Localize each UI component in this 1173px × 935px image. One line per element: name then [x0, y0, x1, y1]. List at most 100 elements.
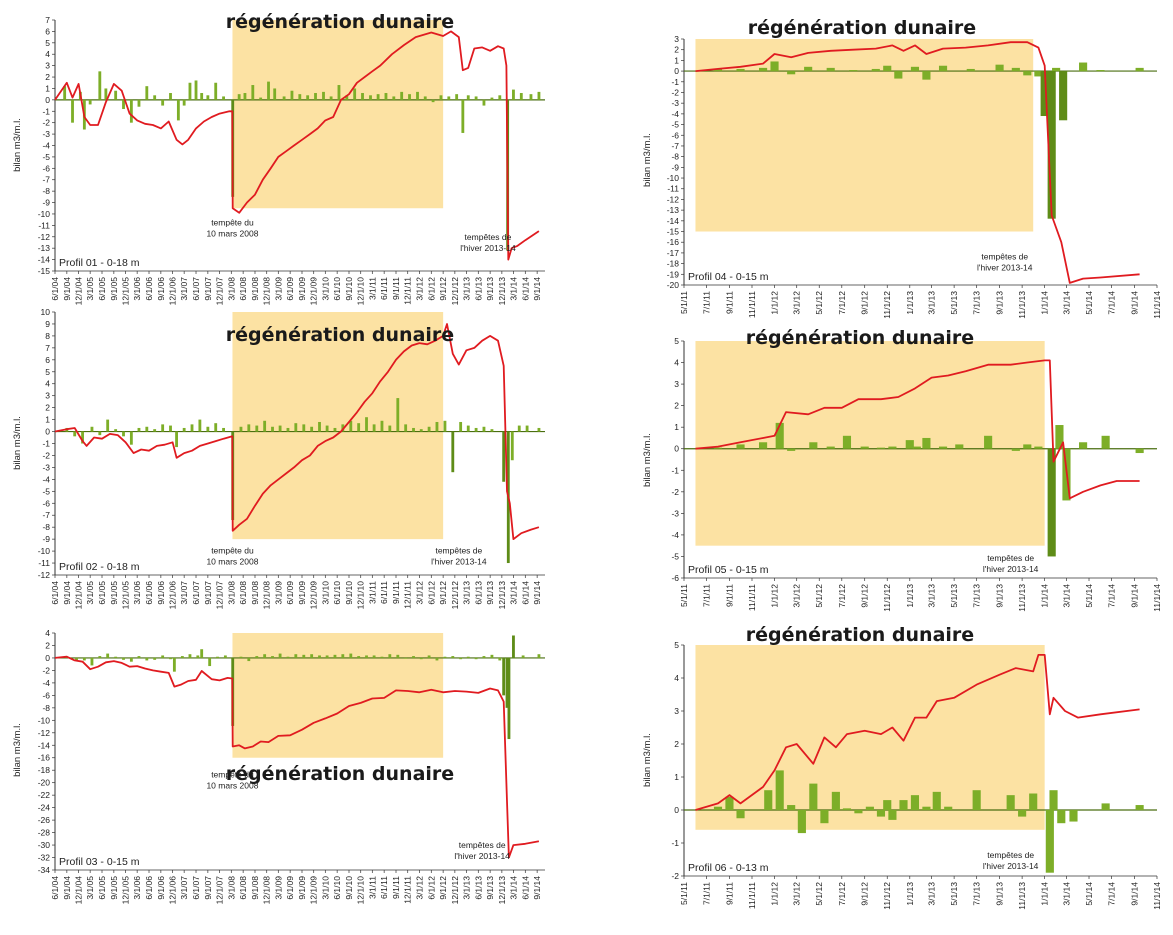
increment-bar [357, 423, 361, 432]
x-tick-label: 5/1/11 [679, 584, 689, 607]
increment-bar [431, 99, 435, 103]
x-tick-label: 5/1/11 [679, 882, 689, 905]
y-tick-label: -10 [667, 173, 680, 183]
x-tick-label: 3/1/05 [85, 581, 95, 605]
x-tick-label: 9/1/08 [250, 876, 260, 900]
x-tick-label: 3/1/12 [792, 291, 802, 315]
x-tick-label: 3/1/06 [132, 277, 142, 301]
cumulative-line [54, 655, 540, 859]
increment-bar [271, 426, 274, 432]
increment-bar [498, 657, 502, 661]
increment-bar [1006, 795, 1015, 810]
x-tick-label: 7/1/14 [1107, 584, 1117, 608]
increment-bar [797, 810, 806, 834]
y-tick-label: -28 [38, 828, 51, 838]
x-tick-label: 3/1/13 [461, 581, 471, 605]
y-tick-label: 3 [45, 391, 50, 401]
increment-bar [182, 427, 186, 432]
y-tick-label: 0 [674, 444, 679, 454]
increment-bar [176, 99, 180, 121]
x-tick-label: 11/1/13 [1017, 291, 1027, 319]
increment-bar [842, 808, 852, 810]
x-tick-label: 7/1/13 [972, 584, 982, 608]
annotation-text: tempêtes de [465, 232, 512, 242]
x-tick-label: 5/1/13 [949, 584, 959, 608]
increment-bar [1011, 448, 1020, 451]
increment-bar [519, 93, 523, 100]
increment-bar [104, 88, 108, 100]
x-tick-label: 12/1/05 [121, 876, 131, 905]
increment-bar [247, 657, 251, 662]
x-tick-label: 12/1/06 [168, 876, 178, 905]
increment-bar [353, 88, 357, 100]
increment-bar [466, 656, 470, 658]
y-tick-label: 4 [45, 49, 50, 59]
annotation-text: l'hiver 2013-14 [983, 861, 1039, 871]
y-tick-label: 4 [45, 379, 50, 389]
increment-bar [507, 657, 511, 740]
x-tick-label: 5/1/11 [679, 291, 689, 314]
x-tick-label: 1/1/14 [1040, 584, 1050, 608]
x-tick-label: 7/1/11 [702, 584, 712, 607]
increment-bar [137, 99, 141, 107]
y-tick-label: -11 [38, 220, 50, 230]
increment-bar [1135, 805, 1144, 810]
increment-bar [759, 67, 768, 72]
panel-p05: 5 4 3 2 1 0 -1 -2 -3 -4 -5 -65/1/11 7/1/11 9/1/11 11/1… [642, 327, 1162, 612]
y-tick-label: -10 [38, 209, 51, 219]
increment-bar [88, 99, 92, 105]
y-tick-label: -18 [667, 259, 680, 269]
y-tick-label: -9 [42, 534, 50, 544]
x-tick-label: 3/1/07 [179, 581, 189, 605]
increment-bar [267, 81, 270, 100]
x-tick-label: 9/1/13 [485, 581, 495, 605]
increment-bar [214, 423, 218, 432]
x-tick-label: 3/1/09 [273, 876, 283, 900]
panel-label: Profil 03 - 0-15 m [59, 856, 140, 868]
increment-bar [365, 655, 368, 658]
x-tick-label: 6/1/09 [285, 581, 295, 605]
increment-bar [90, 426, 94, 432]
increment-bar [161, 655, 165, 658]
annotation-text: 10 mars 2008 [206, 556, 258, 566]
x-tick-label: 6/1/07 [191, 581, 201, 605]
increment-bar [200, 649, 204, 658]
x-tick-label: 5/1/12 [814, 882, 824, 906]
increment-bar [361, 93, 364, 100]
increment-bar [273, 88, 277, 100]
increment-bar [98, 431, 102, 436]
increment-bar [145, 86, 149, 100]
increment-bar [505, 657, 509, 708]
x-tick-label: 5/1/12 [814, 584, 824, 608]
increment-bar [106, 419, 110, 432]
increment-bar [466, 95, 470, 100]
y-tick-label: -1 [42, 106, 50, 116]
x-tick-label: 6/1/06 [144, 277, 154, 301]
increment-bar [770, 61, 779, 72]
y-tick-label: -16 [667, 237, 680, 247]
increment-bar [736, 68, 745, 72]
increment-bar [775, 770, 784, 810]
x-tick-label: 12/1/13 [497, 581, 507, 610]
increment-bar [208, 657, 212, 667]
increment-bar [1101, 435, 1110, 449]
annotation-text: tempête du [211, 770, 254, 780]
y-tick-label: -15 [667, 227, 680, 237]
panel-p01: 76 54 321 0-1 -2-3 -4-5-6 -7-8 -9-10-11 -12-13 -1… [12, 11, 545, 305]
highlight-title: régénération dunaire [226, 11, 454, 33]
x-tick-label: 6/1/12 [426, 581, 436, 605]
y-tick-label: -6 [671, 130, 679, 140]
y-tick-label: 2 [674, 45, 679, 55]
increment-bar [129, 99, 133, 123]
x-tick-label: 9/1/07 [203, 876, 213, 900]
increment-bar [337, 85, 341, 100]
increment-bar [443, 656, 447, 658]
x-tick-label: 9/1/14 [1129, 584, 1139, 608]
x-tick-label: 3/1/12 [792, 584, 802, 608]
y-tick-label: -20 [667, 280, 680, 290]
increment-bar [145, 426, 149, 432]
x-tick-label: 3/1/14 [508, 277, 518, 301]
x-tick-label: 1/1/13 [905, 291, 915, 315]
increment-bar [214, 82, 218, 100]
